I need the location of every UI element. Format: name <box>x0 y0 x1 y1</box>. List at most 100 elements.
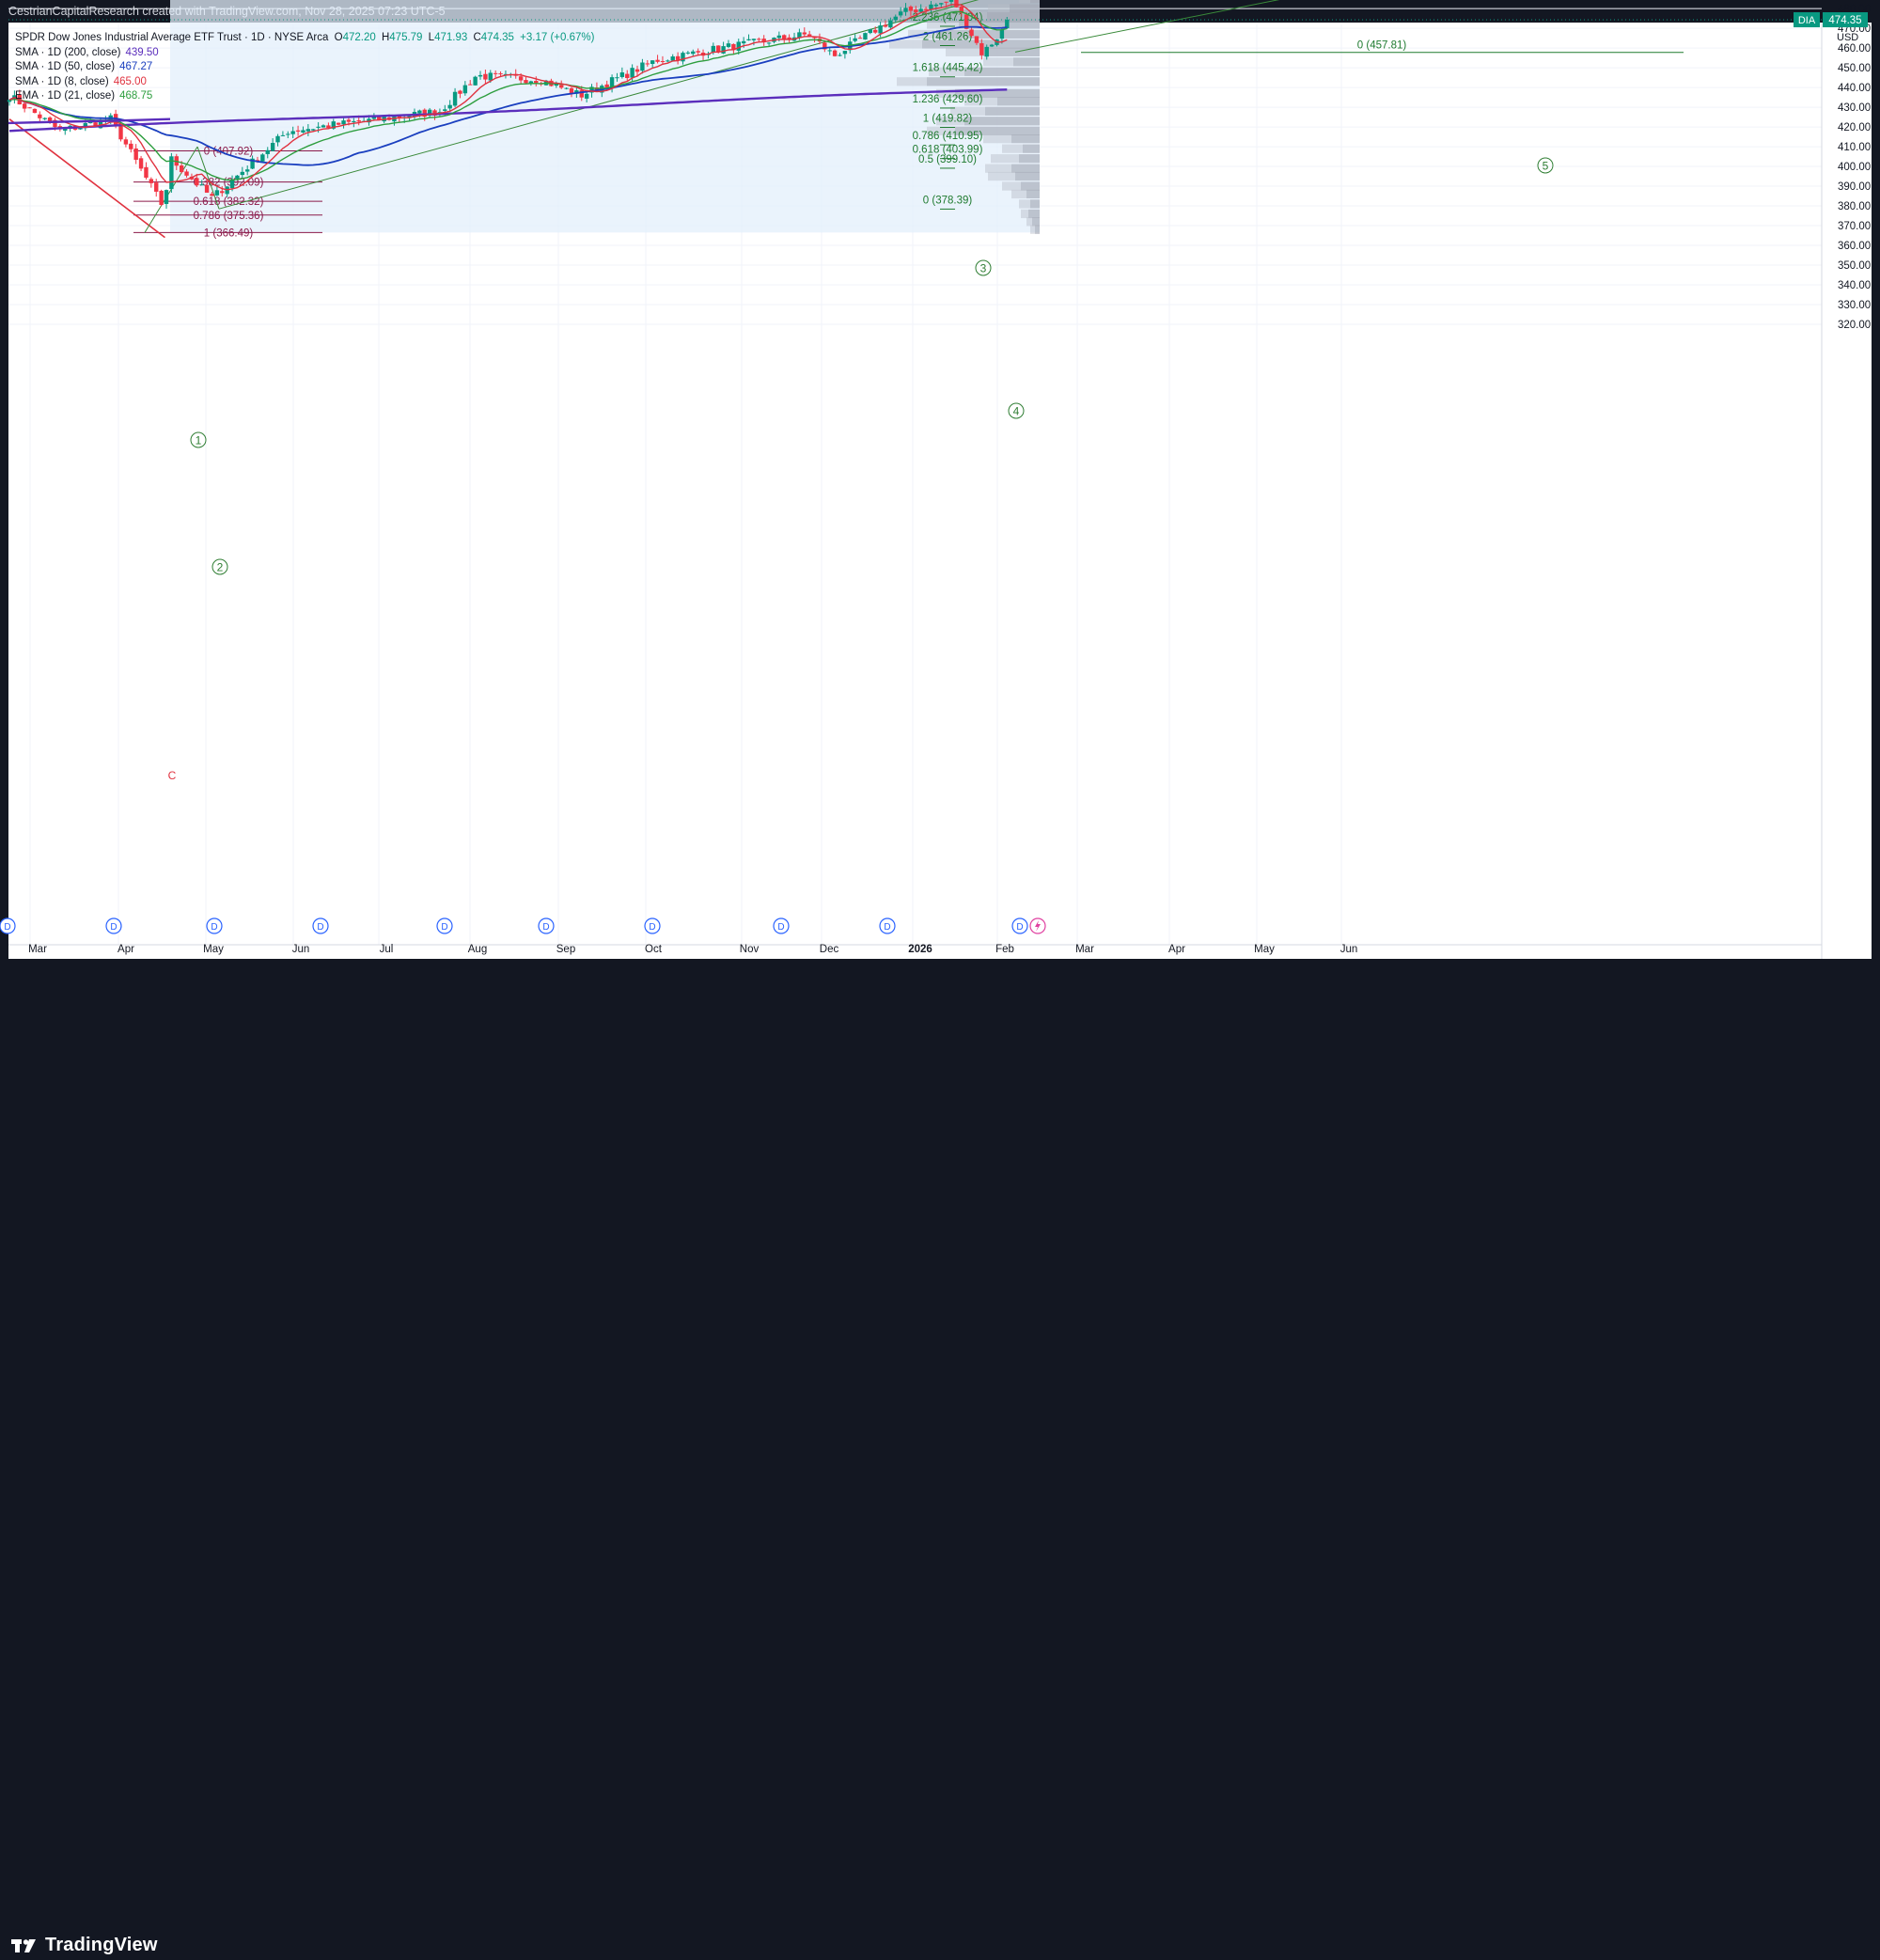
dividend-event-marker: D <box>773 917 790 934</box>
candle-body <box>306 129 311 132</box>
fib-retracement-label: 0.786 (375.36) <box>194 211 264 222</box>
candle-body <box>751 39 757 40</box>
candle-body <box>893 16 898 21</box>
tradingview-logo-icon <box>11 1936 39 1955</box>
tradingview-logo[interactable]: TradingView <box>11 1935 158 1956</box>
dividend-event-marker: D <box>312 917 329 934</box>
price-tick-label: 400.00 <box>1838 162 1871 173</box>
dividend-event-marker: D <box>644 917 661 934</box>
candle-body <box>948 0 954 2</box>
candle-body <box>534 80 539 84</box>
fib-extension-label: 0.618 (403.99) <box>913 145 983 156</box>
candle-body <box>969 29 974 37</box>
volume-profile-bar <box>1030 199 1040 209</box>
candle-body <box>579 90 584 98</box>
ohlc-open: 472.20 <box>342 32 376 43</box>
candle-body <box>250 158 255 169</box>
candle-body <box>311 129 316 131</box>
volume-profile-bar <box>1015 171 1040 181</box>
time-tick-label: Jun <box>292 944 310 955</box>
candle-body <box>898 11 903 16</box>
volume-profile-bar <box>985 164 1040 173</box>
candle-body <box>842 51 848 55</box>
candle-body <box>220 191 225 194</box>
candle-body <box>498 73 503 75</box>
indicator-label: SMA · 1D (8, close) <box>15 75 109 87</box>
candle-body <box>559 85 564 88</box>
price-chart[interactable]: USD 320.00 330.00 340.00 350.00 360.00 370.00 3… <box>0 0 1880 959</box>
candle-body <box>619 72 625 77</box>
indicator-row-sma50[interactable]: SMA · 1D (50, close) 467.27 <box>15 60 597 75</box>
volume-profile-bar <box>927 77 1040 86</box>
price-tick-label: 370.00 <box>1838 221 1871 232</box>
volume-profile-bar <box>927 126 1040 135</box>
event-marker-label: D <box>884 922 890 933</box>
candle-body <box>696 51 700 53</box>
candle-body <box>235 175 240 180</box>
volume-profile-bar <box>1002 181 1040 191</box>
volume-profile-bar <box>1028 209 1040 219</box>
ohlc-close: 474.35 <box>480 32 514 43</box>
candle-body <box>280 134 286 136</box>
indicator-value: 468.75 <box>119 90 153 102</box>
symbol-row: SPDR Dow Jones Industrial Average ETF Tr… <box>15 31 597 46</box>
candle-body <box>832 50 838 56</box>
candle-body <box>888 20 893 28</box>
candle-body <box>341 120 346 125</box>
volume-profile-bar <box>950 106 1040 116</box>
indicator-label: SMA · 1D (50, close) <box>15 61 116 72</box>
fib-extension-label: 1 (419.82) <box>923 113 973 124</box>
event-marker-circle <box>312 917 329 934</box>
ohlc-high-label: H <box>381 32 390 43</box>
candle-body <box>53 119 57 128</box>
candle-body <box>123 139 129 145</box>
candle-body <box>787 37 791 40</box>
price-tick-label: 360.00 <box>1838 241 1871 252</box>
price-tick-label: 390.00 <box>1838 181 1871 193</box>
indicator-label: SMA · 1D (200, close) <box>15 46 121 58</box>
candle-body <box>447 104 452 109</box>
candle-body <box>38 114 42 118</box>
candle-body <box>716 45 721 53</box>
volume-profile-bar <box>1021 209 1040 219</box>
event-marker-circle <box>105 917 122 934</box>
ohlc-low-label: L <box>428 32 435 43</box>
candle-body <box>195 178 199 186</box>
last-price-badge: 474.35 <box>1828 15 1861 26</box>
candle-body <box>356 120 361 122</box>
fib-retracement-label: 1 (366.49) <box>204 227 254 239</box>
wave-label: 4 <box>1013 405 1020 418</box>
wave-2-marker: 2 <box>212 558 228 575</box>
candle-body <box>650 60 655 64</box>
volume-profile-bar <box>1011 189 1040 199</box>
wave-c-label: C <box>168 769 177 782</box>
candle-body <box>726 43 731 47</box>
candle-body <box>417 110 422 114</box>
dividend-event-marker: D <box>0 917 16 934</box>
event-marker-label: D <box>317 922 323 933</box>
candle-body <box>660 60 666 62</box>
candle-body <box>316 126 321 128</box>
candle-body <box>554 83 559 86</box>
volume-profile-bar <box>955 88 1040 99</box>
volume-profile-bar <box>1021 181 1040 191</box>
volume-profile-bar <box>1030 0 1040 4</box>
candle-body <box>574 90 579 94</box>
indicator-row-sma8[interactable]: SMA · 1D (8, close) 465.00 <box>15 75 597 90</box>
indicator-row-ema21[interactable]: EMA · 1D (21, close) 468.75 <box>15 89 597 104</box>
candle-body <box>964 14 969 29</box>
price-tick-label: 450.00 <box>1838 63 1871 74</box>
candle-body <box>797 32 802 39</box>
candle-body <box>204 184 210 193</box>
dividend-event-marker: D <box>538 917 555 934</box>
candle-body <box>589 86 594 93</box>
fib-retracement-label: 0.618 (382.32) <box>194 196 264 208</box>
volume-profile-bar <box>997 97 1040 106</box>
candle-body <box>286 133 290 135</box>
volume-profile-bar <box>1019 154 1040 164</box>
indicator-row-sma200[interactable]: SMA · 1D (200, close) 439.50 <box>15 46 597 61</box>
volume-profile-bar <box>1019 199 1040 209</box>
candle-body <box>999 29 1005 39</box>
candle-body <box>518 76 524 81</box>
bottom-bar: TradingView <box>0 959 1880 1955</box>
